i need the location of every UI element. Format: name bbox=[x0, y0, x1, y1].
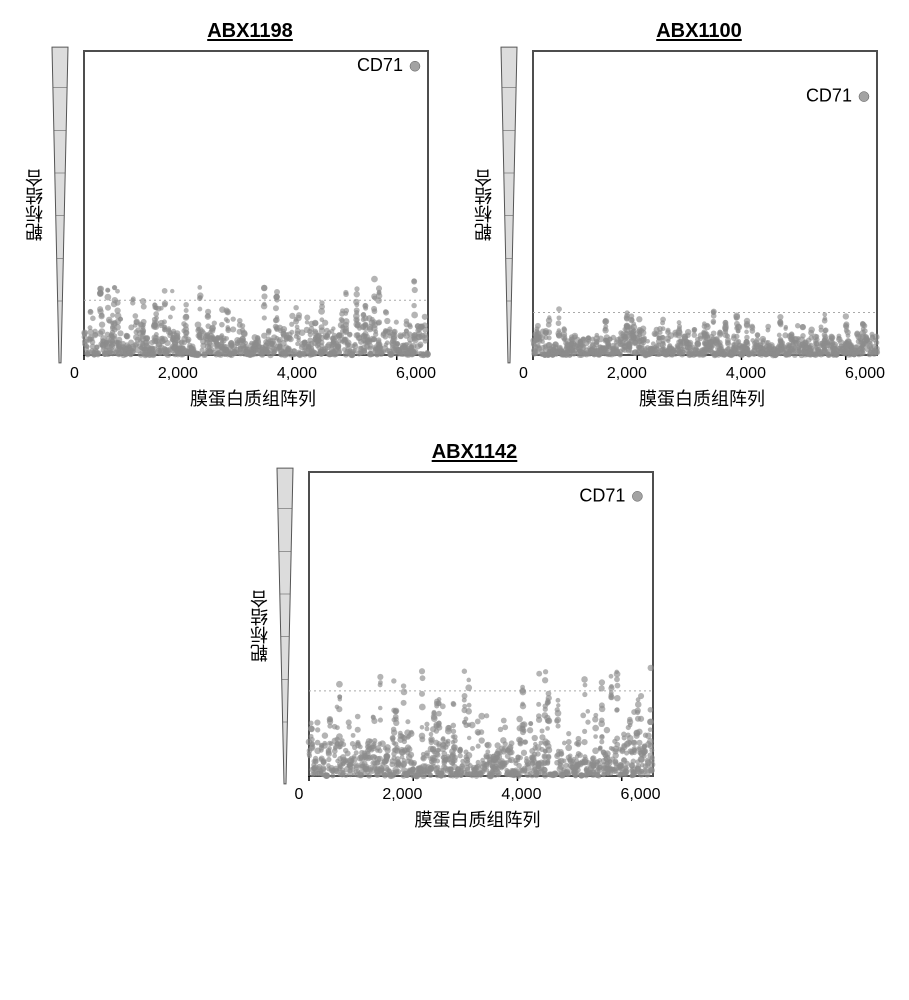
y-axis-label: 靶标结合 bbox=[245, 466, 275, 786]
x-tick-label: 2,000 bbox=[382, 786, 422, 804]
y-axis-wedge bbox=[275, 466, 295, 786]
hit-label: CD71 bbox=[357, 55, 403, 75]
x-tick-label: 2,000 bbox=[607, 365, 647, 383]
y-axis-wedge bbox=[50, 45, 70, 365]
x-tick-label: 6,000 bbox=[620, 786, 660, 804]
panel-title: ABX1100 bbox=[469, 20, 889, 43]
x-tick-label: 0 bbox=[70, 365, 79, 383]
panel-abx1100: ABX1100 靶标结合 CD71 0 2,000 bbox=[469, 20, 889, 411]
y-axis-wedge bbox=[499, 45, 519, 365]
panel-abx1198: ABX1198 靶标结合 CD71 0 2,000 bbox=[20, 20, 440, 411]
scatter-plot: CD71 bbox=[299, 466, 665, 786]
x-axis-label: 膜蛋白质组阵列 bbox=[245, 806, 665, 832]
hit-label: CD71 bbox=[579, 485, 625, 505]
hit-label: CD71 bbox=[806, 86, 852, 106]
panel-abx1142: ABX1142 靶标结合 CD71 0 2,000 bbox=[245, 441, 665, 832]
figure: ABX1198 靶标结合 CD71 0 2,000 bbox=[20, 20, 889, 862]
x-tick-label: 4,000 bbox=[726, 365, 766, 383]
x-axis-ticks: 0 2,000 4,000 6,000 bbox=[515, 365, 889, 383]
scatter-plot: CD71 bbox=[523, 45, 889, 365]
x-axis-ticks: 0 2,000 4,000 6,000 bbox=[291, 786, 665, 804]
x-axis-ticks: 0 2,000 4,000 6,000 bbox=[66, 365, 440, 383]
y-axis-label: 靶标结合 bbox=[469, 45, 499, 365]
x-tick-label: 0 bbox=[519, 365, 528, 383]
hit-point bbox=[859, 92, 869, 102]
panel-title: ABX1198 bbox=[20, 20, 440, 43]
hit-point bbox=[632, 491, 642, 501]
x-tick-label: 4,000 bbox=[277, 365, 317, 383]
scatter-plot: CD71 bbox=[74, 45, 440, 365]
x-tick-label: 2,000 bbox=[158, 365, 198, 383]
x-tick-label: 6,000 bbox=[396, 365, 436, 383]
x-axis-label: 膜蛋白质组阵列 bbox=[20, 385, 440, 411]
x-tick-label: 0 bbox=[295, 786, 304, 804]
x-tick-label: 6,000 bbox=[845, 365, 885, 383]
x-tick-label: 4,000 bbox=[501, 786, 541, 804]
panel-title: ABX1142 bbox=[245, 441, 665, 464]
y-axis-label: 靶标结合 bbox=[20, 45, 50, 365]
x-axis-label: 膜蛋白质组阵列 bbox=[469, 385, 889, 411]
hit-point bbox=[410, 61, 420, 71]
